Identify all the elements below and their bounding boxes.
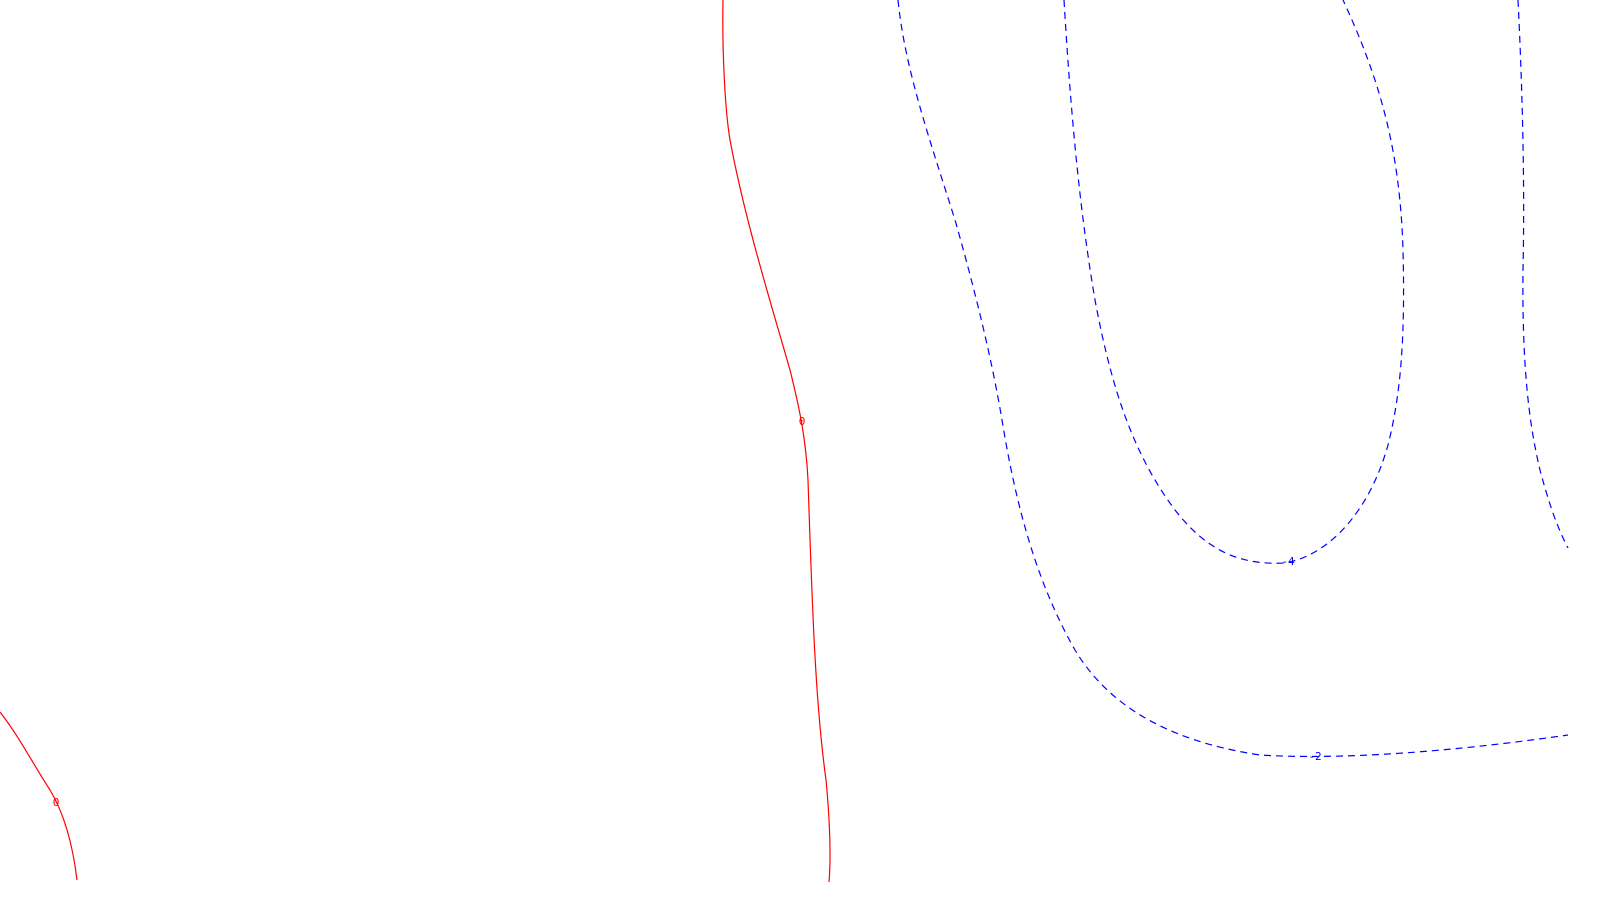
contour-line-zero-center: [722, 0, 831, 883]
contour-label-zero-center: 0: [799, 415, 806, 428]
contour-label-zero-left: 0: [53, 796, 60, 809]
contour-line-minus-two: [897, 0, 1569, 758]
contour-label-minus-four: -4: [1281, 555, 1295, 568]
contour-line-zero-left: [0, 711, 78, 881]
contour-label-minus-two: -2: [1308, 750, 1321, 763]
contour-line-right-edge: [1517, 0, 1569, 549]
